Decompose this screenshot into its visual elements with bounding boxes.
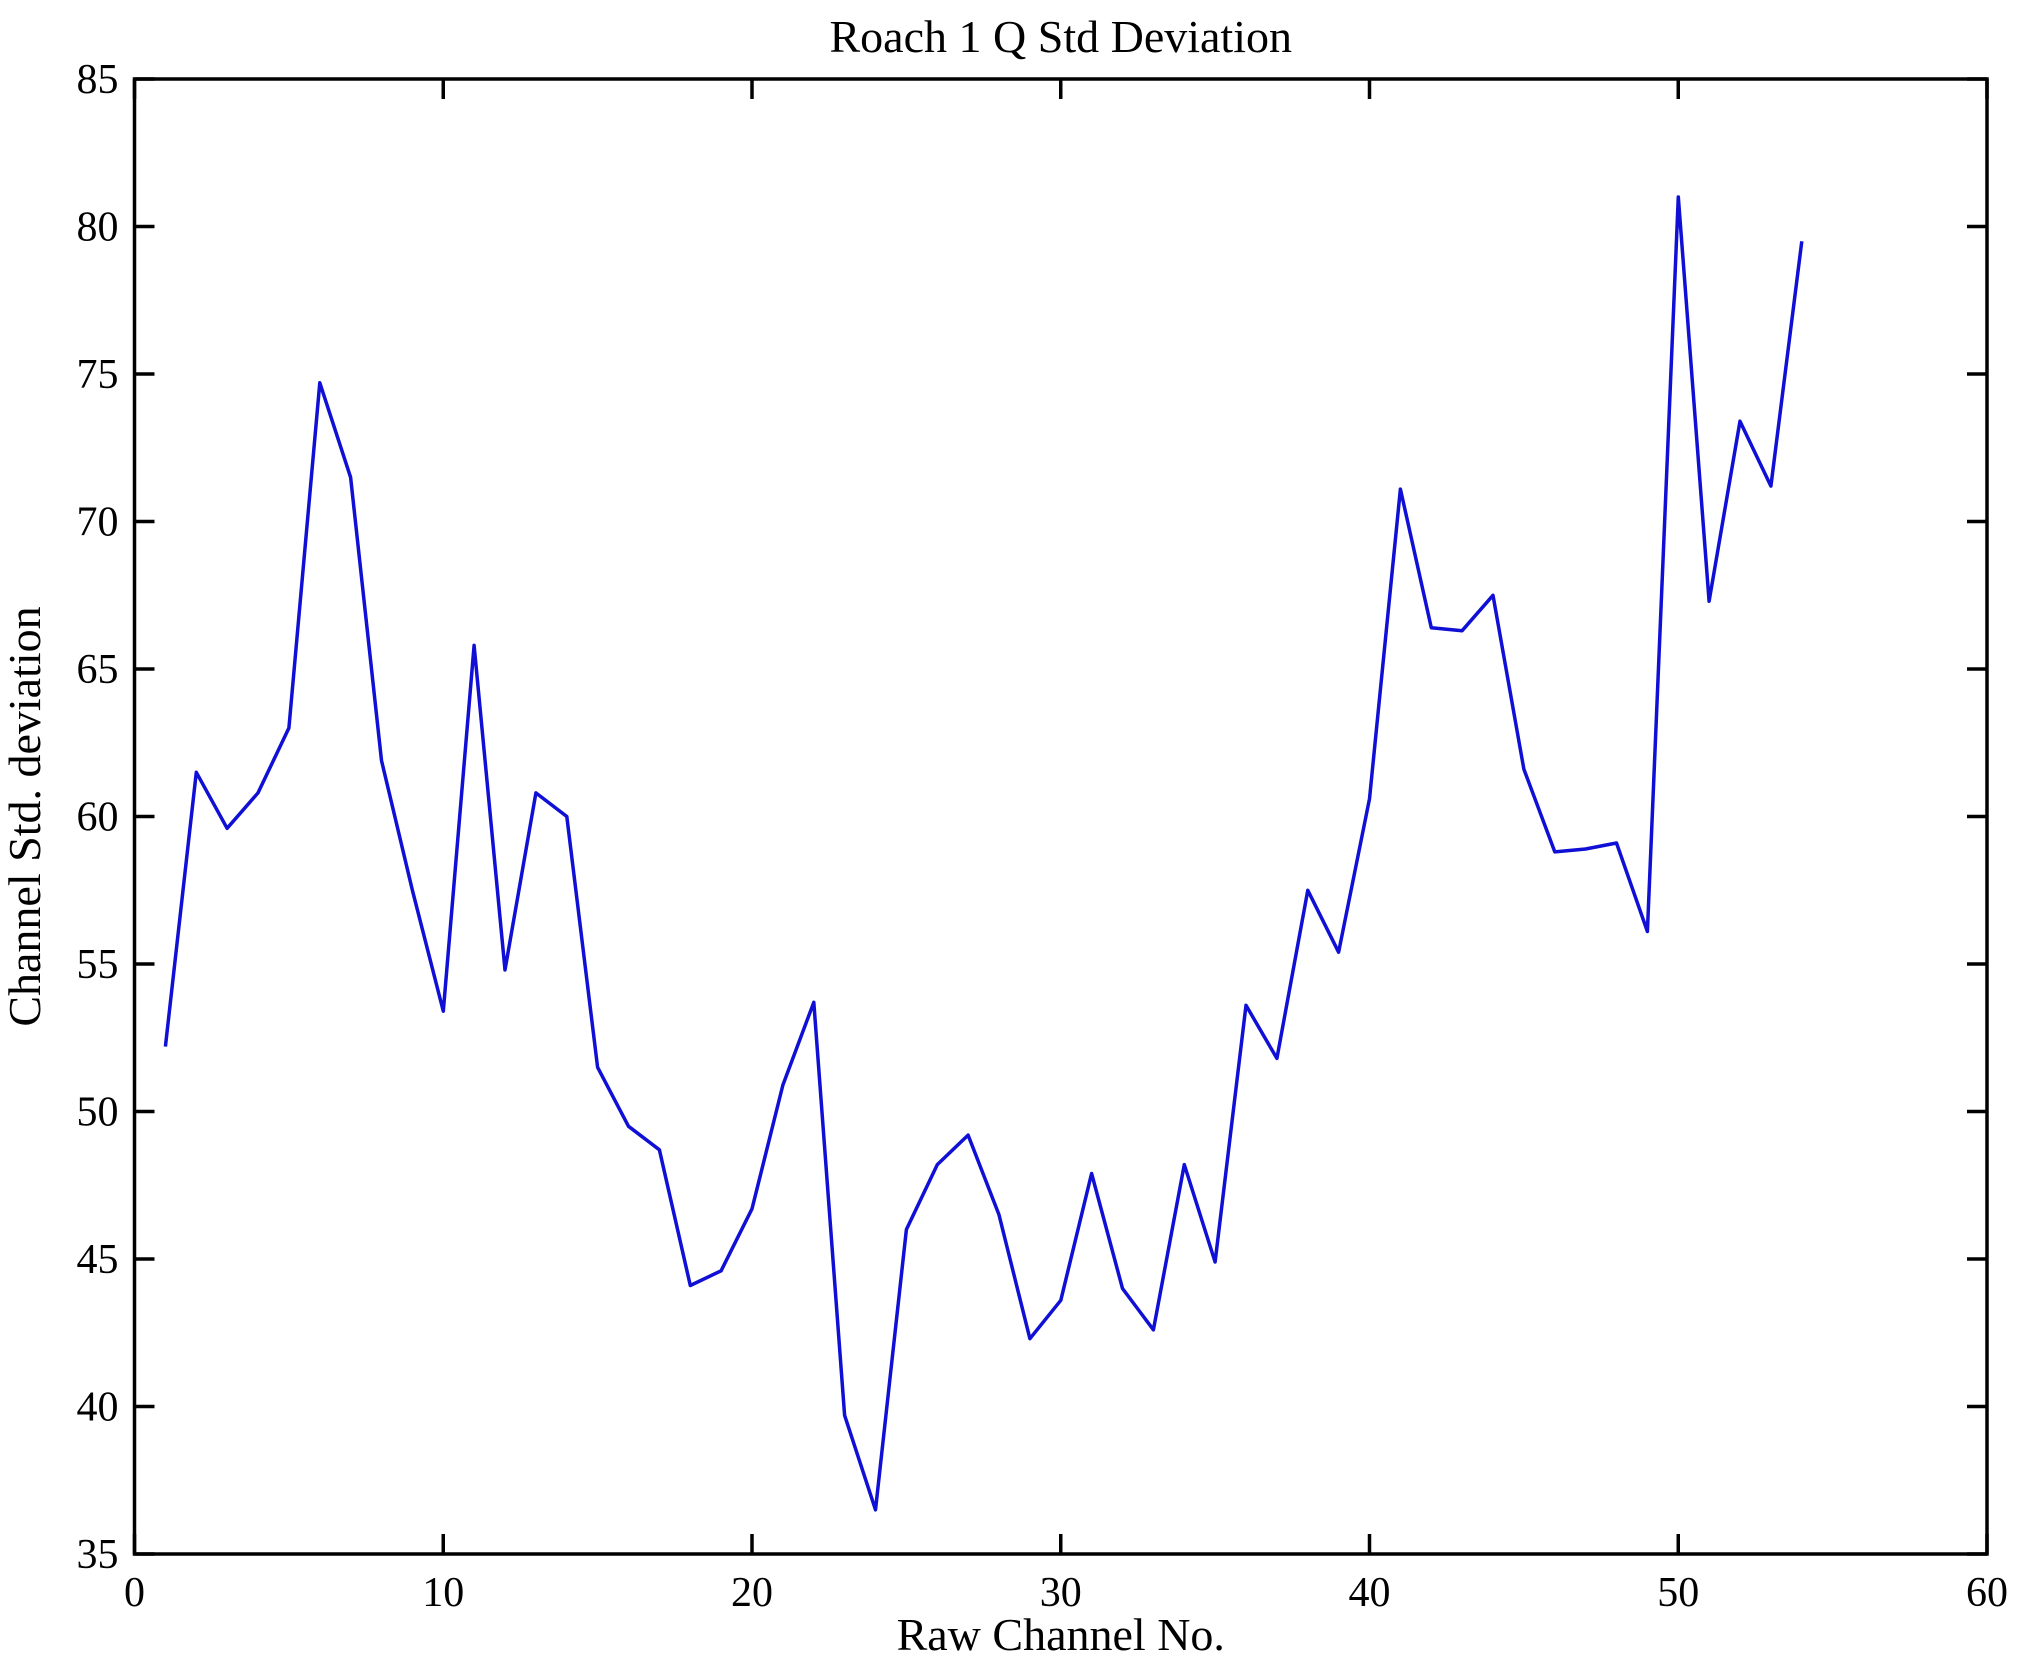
x-axis-label: Raw Channel No.: [897, 1609, 1225, 1660]
y-tick-label: 75: [77, 352, 119, 398]
axis-ticks: [132, 77, 1989, 1556]
y-tick-label: 70: [77, 500, 119, 546]
x-tick-label: 0: [124, 1570, 145, 1616]
chart-title: Roach 1 Q Std Deviation: [830, 11, 1293, 62]
x-tick-label: 40: [1349, 1570, 1391, 1616]
x-tick-label: 10: [422, 1570, 464, 1616]
x-tick-label: 50: [1657, 1570, 1699, 1616]
y-tick-label: 85: [77, 57, 119, 103]
y-tick-label: 80: [77, 205, 119, 251]
y-tick-label: 45: [77, 1237, 119, 1283]
data-series-line: [163, 195, 1804, 1512]
x-tick-label: 20: [731, 1570, 773, 1616]
y-tick-label: 50: [77, 1090, 119, 1136]
y-tick-label: 40: [77, 1385, 119, 1431]
x-tick-label: 30: [1040, 1570, 1082, 1616]
y-tick-label: 55: [77, 942, 119, 988]
axis-tick-labels: 0 10 20 30 40 50 60 35 40 45 50 55 60 65 70 75 80 85: [77, 57, 2009, 1616]
y-tick-label: 35: [77, 1532, 119, 1578]
x-tick-label: 60: [1966, 1570, 2008, 1616]
y-tick-label: 60: [77, 795, 119, 841]
plot-border: [132, 77, 1989, 1556]
y-axis-label: Channel Std. deviation: [0, 606, 50, 1026]
y-tick-label: 65: [77, 647, 119, 693]
